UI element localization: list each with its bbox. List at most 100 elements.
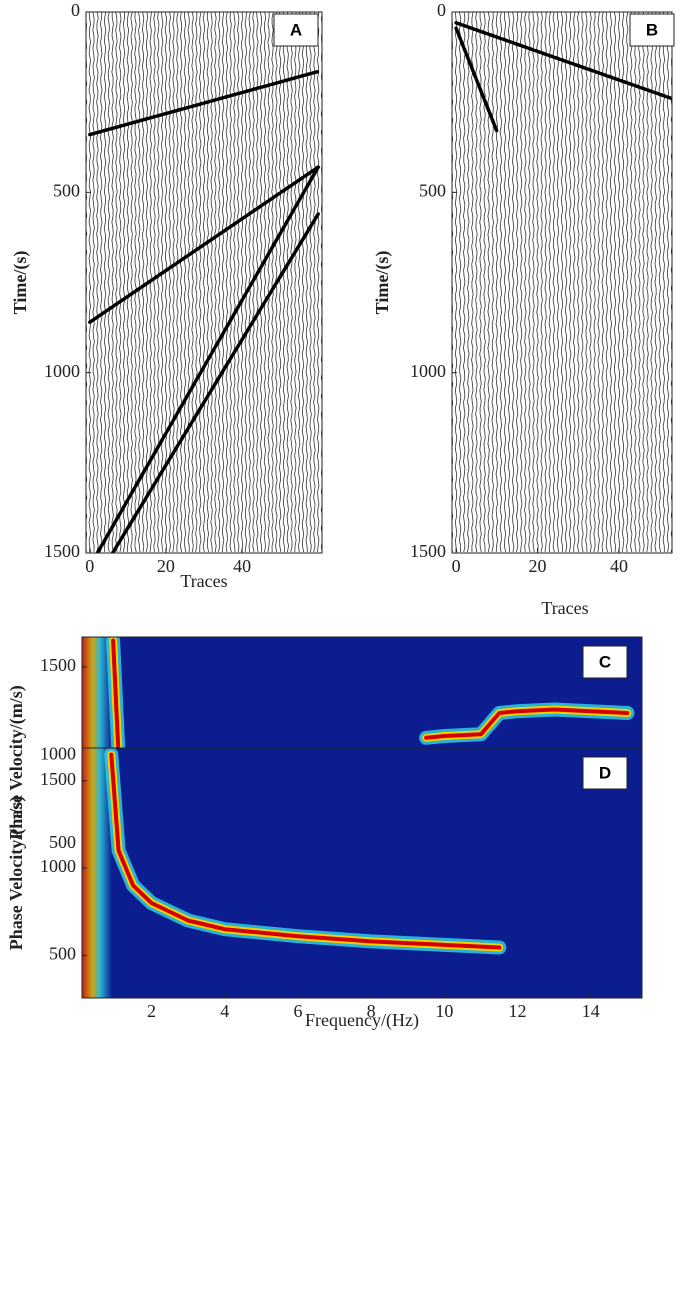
x-tick-label: 20 <box>529 556 547 576</box>
trace <box>507 12 511 553</box>
trace <box>577 12 580 553</box>
event <box>110 212 320 553</box>
event <box>88 69 320 137</box>
y-tick-label: 500 <box>49 944 76 964</box>
background <box>86 12 322 553</box>
trace <box>658 12 661 553</box>
trace <box>263 12 267 553</box>
trace <box>491 12 494 553</box>
trace <box>179 12 183 553</box>
panel-0: 0 20 40 0 500 1000 1500 Traces Time/(s) A <box>10 0 323 591</box>
trace <box>275 12 278 553</box>
trace <box>528 12 531 553</box>
trace <box>475 12 478 553</box>
trace <box>134 12 137 553</box>
trace <box>92 12 95 553</box>
x-tick-label: 12 <box>509 1001 527 1021</box>
event <box>88 165 320 324</box>
trace <box>240 12 244 553</box>
trace <box>630 12 633 553</box>
x-tick-label: 0 <box>85 556 94 576</box>
trace <box>585 12 588 553</box>
trace <box>309 12 312 553</box>
trace <box>218 12 221 553</box>
y-tick-label: 500 <box>53 180 80 200</box>
panel-label: B <box>646 20 658 39</box>
trace <box>206 12 210 553</box>
event <box>95 165 320 553</box>
x-tick-label: 2 <box>147 1001 156 1021</box>
trace <box>107 12 111 553</box>
trace <box>313 12 316 553</box>
trace <box>126 12 130 553</box>
trace <box>111 12 114 553</box>
panel-label-box <box>629 13 675 47</box>
y-tick-label: 500 <box>49 832 76 852</box>
trace <box>540 12 543 553</box>
x-tick-label: 40 <box>233 556 251 576</box>
y-axis-label: Phase Velocity/(m/s) <box>6 685 27 840</box>
trace <box>214 12 217 553</box>
trace <box>467 12 470 553</box>
trace <box>198 12 202 553</box>
trace <box>141 12 145 553</box>
curve <box>424 707 630 740</box>
x-tick-label: 14 <box>582 1001 600 1021</box>
trace <box>122 12 126 553</box>
curve <box>109 752 502 950</box>
trace <box>259 12 263 553</box>
x-tick-label: 8 <box>367 1001 376 1021</box>
trace <box>573 12 576 553</box>
trace <box>187 12 190 553</box>
trace <box>515 12 519 553</box>
trace <box>100 12 103 553</box>
x-axis-label: Traces <box>541 598 588 618</box>
y-tick-label: 1500 <box>40 769 76 789</box>
trace <box>536 12 539 553</box>
y-axis-label: Time/(s) <box>10 251 31 315</box>
panel-label: C <box>599 652 611 671</box>
trace <box>503 12 507 553</box>
trace <box>589 12 592 553</box>
trace <box>479 12 482 553</box>
trace <box>301 12 305 553</box>
x-tick-label: 20 <box>157 556 175 576</box>
trace <box>130 12 133 553</box>
trace <box>463 12 466 553</box>
trace <box>103 12 107 553</box>
trace <box>499 12 503 553</box>
trace <box>145 12 149 553</box>
trace <box>556 12 560 553</box>
event <box>454 21 672 101</box>
trace <box>244 12 248 553</box>
trace <box>86 12 88 553</box>
trace <box>634 12 637 553</box>
frame <box>81 747 643 999</box>
y-tick-label: 0 <box>437 0 446 20</box>
trace <box>597 12 600 553</box>
trace <box>191 12 194 553</box>
panel-label: A <box>290 20 302 39</box>
panel-label-box <box>582 756 628 790</box>
panel-label-box <box>273 13 319 47</box>
y-tick-label: 1000 <box>40 856 76 876</box>
trace <box>625 12 629 553</box>
panel-label-box <box>582 645 628 679</box>
trace <box>160 12 164 553</box>
trace <box>650 12 653 553</box>
trace <box>96 12 99 553</box>
trace <box>646 12 649 553</box>
trace <box>157 12 160 553</box>
trace <box>282 12 286 553</box>
trace <box>119 12 122 553</box>
trace <box>613 12 617 553</box>
trace <box>638 12 641 553</box>
trace <box>271 12 274 553</box>
trace <box>520 12 523 553</box>
trace <box>548 12 551 553</box>
trace <box>305 12 308 553</box>
frame <box>451 11 673 554</box>
trace <box>601 12 604 553</box>
y-tick-label: 500 <box>419 180 446 200</box>
